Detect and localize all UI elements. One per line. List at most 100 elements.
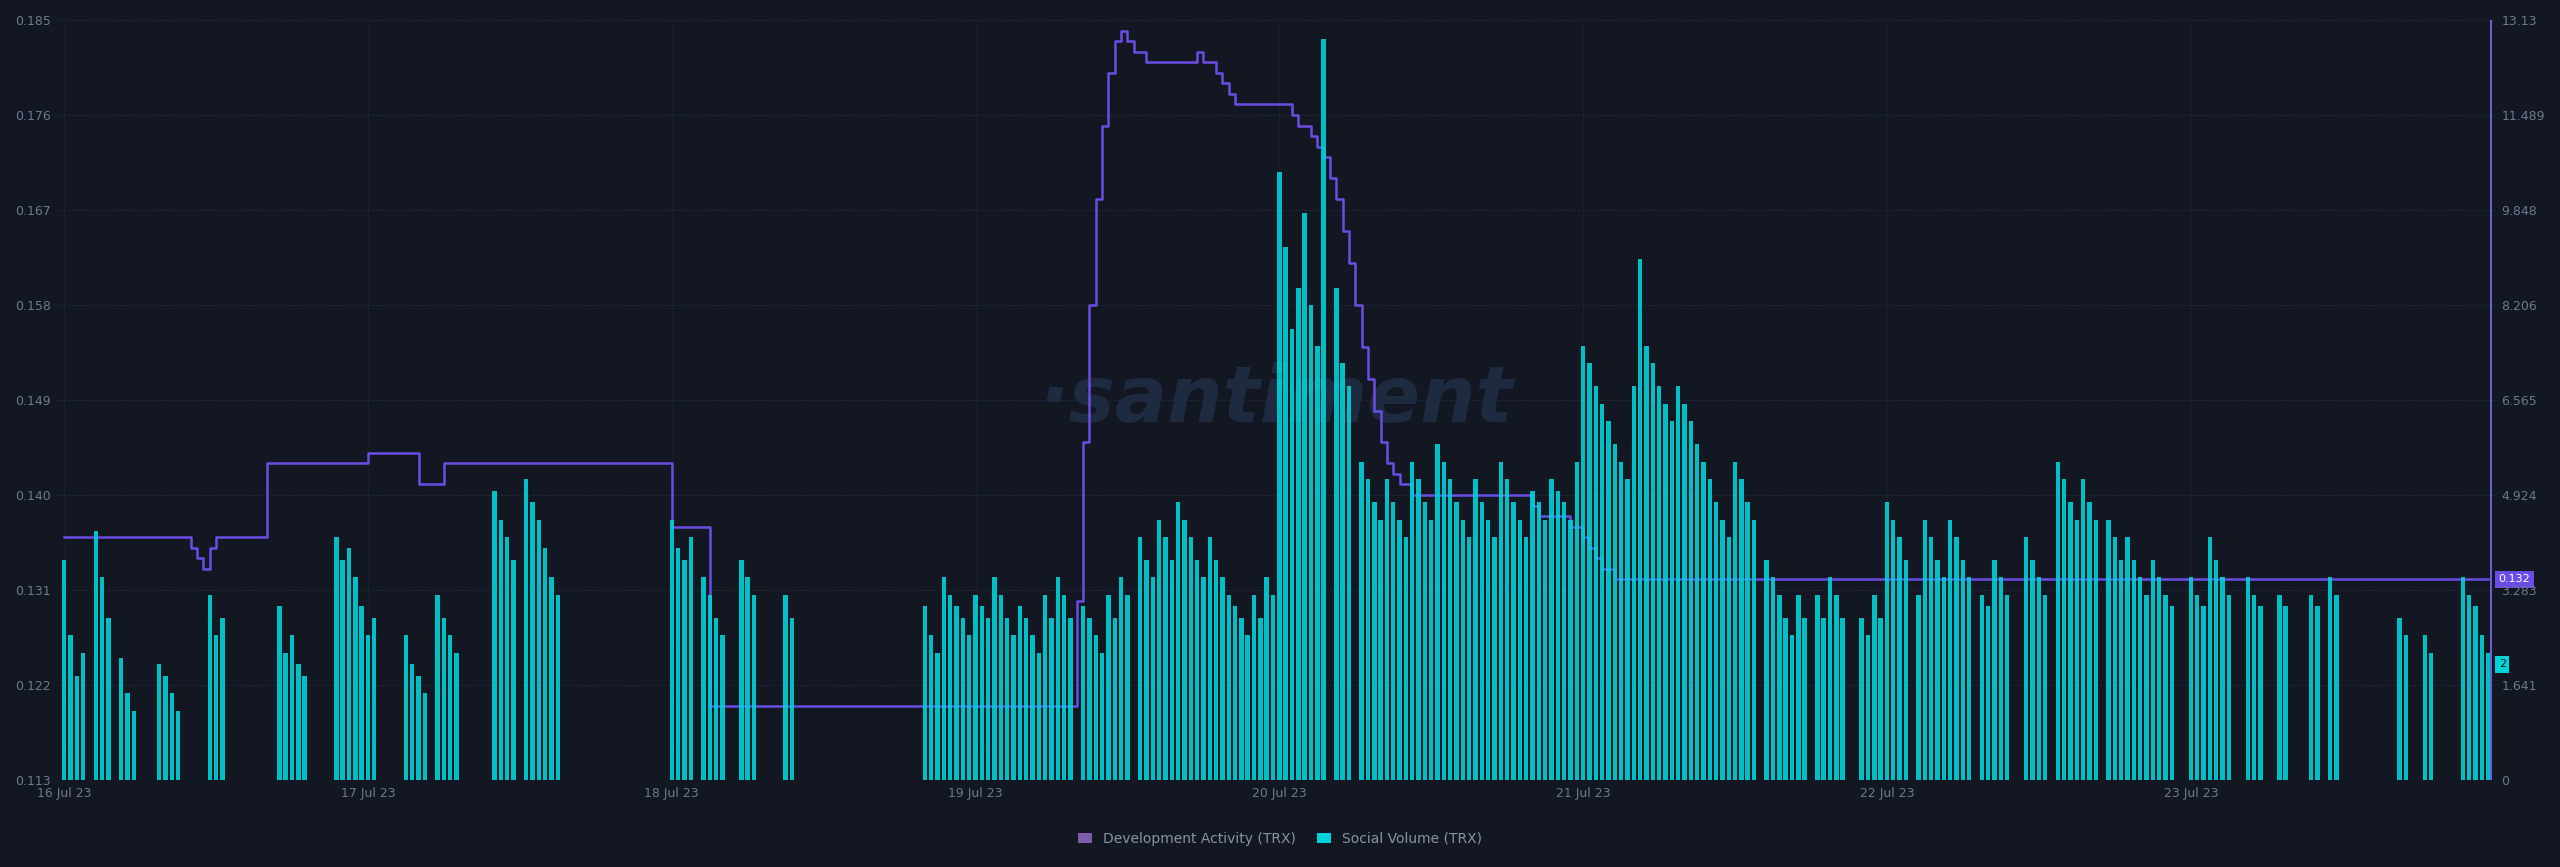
- Bar: [1859, 618, 1864, 780]
- Bar: [1797, 595, 1800, 780]
- Bar: [1247, 636, 1249, 780]
- Bar: [1605, 421, 1610, 780]
- Bar: [1390, 502, 1395, 780]
- Bar: [346, 549, 351, 780]
- Bar: [1062, 595, 1068, 780]
- Bar: [1738, 479, 1743, 780]
- Bar: [1398, 519, 1403, 780]
- Bar: [504, 537, 509, 780]
- Bar: [422, 694, 428, 780]
- Bar: [74, 676, 79, 780]
- Bar: [1416, 479, 1421, 780]
- Bar: [1866, 636, 1871, 780]
- Bar: [2258, 606, 2263, 780]
- Bar: [1948, 519, 1953, 780]
- Bar: [1050, 618, 1055, 780]
- Bar: [1485, 519, 1490, 780]
- Bar: [1784, 618, 1787, 780]
- Bar: [1510, 502, 1516, 780]
- Bar: [1677, 387, 1679, 780]
- Bar: [1042, 595, 1047, 780]
- Bar: [1188, 537, 1193, 780]
- Bar: [2038, 577, 2040, 780]
- Bar: [2081, 479, 2086, 780]
- Bar: [1935, 560, 1940, 780]
- Bar: [2245, 577, 2250, 780]
- Bar: [1449, 479, 1452, 780]
- Bar: [701, 577, 707, 780]
- Bar: [550, 577, 553, 780]
- Bar: [1114, 618, 1116, 780]
- Bar: [2220, 577, 2225, 780]
- Bar: [1101, 653, 1103, 780]
- Bar: [1308, 305, 1313, 780]
- Bar: [980, 606, 983, 780]
- Bar: [714, 618, 719, 780]
- Bar: [1713, 502, 1718, 780]
- Bar: [2189, 577, 2194, 780]
- Bar: [1892, 519, 1894, 780]
- Bar: [1364, 479, 1370, 780]
- Bar: [2207, 537, 2212, 780]
- Bar: [1841, 618, 1846, 780]
- Bar: [993, 577, 996, 780]
- Bar: [164, 676, 166, 780]
- Bar: [1789, 636, 1795, 780]
- Bar: [1106, 595, 1111, 780]
- Bar: [2202, 606, 2207, 780]
- Bar: [1119, 577, 1124, 780]
- Bar: [676, 549, 681, 780]
- Bar: [1403, 537, 1408, 780]
- Bar: [538, 519, 540, 780]
- Bar: [2194, 595, 2199, 780]
- Bar: [1930, 537, 1933, 780]
- Bar: [1462, 519, 1464, 780]
- Bar: [1544, 519, 1546, 780]
- Bar: [2120, 560, 2122, 780]
- Bar: [61, 560, 67, 780]
- Bar: [1828, 577, 1833, 780]
- Bar: [2404, 636, 2409, 780]
- Bar: [929, 636, 934, 780]
- Bar: [1316, 346, 1318, 780]
- Bar: [2061, 479, 2066, 780]
- Bar: [1592, 387, 1597, 780]
- Bar: [1656, 387, 1661, 780]
- Bar: [1992, 560, 1997, 780]
- Bar: [2460, 577, 2465, 780]
- Bar: [2327, 577, 2332, 780]
- Bar: [2025, 537, 2028, 780]
- Bar: [1702, 461, 1705, 780]
- Bar: [1208, 537, 1211, 780]
- Bar: [435, 595, 440, 780]
- Bar: [1536, 502, 1541, 780]
- Bar: [2163, 595, 2168, 780]
- Bar: [1436, 444, 1439, 780]
- Bar: [1321, 39, 1326, 780]
- Bar: [125, 694, 131, 780]
- Bar: [1252, 595, 1257, 780]
- Bar: [525, 479, 527, 780]
- Bar: [2278, 595, 2281, 780]
- Bar: [1270, 595, 1275, 780]
- Bar: [100, 577, 105, 780]
- Bar: [1480, 502, 1485, 780]
- Bar: [1587, 363, 1592, 780]
- Bar: [2422, 636, 2427, 780]
- Bar: [1265, 577, 1270, 780]
- Bar: [1011, 636, 1016, 780]
- Bar: [169, 694, 174, 780]
- Bar: [1582, 346, 1585, 780]
- Bar: [417, 676, 420, 780]
- Bar: [215, 636, 218, 780]
- Bar: [453, 653, 458, 780]
- Bar: [2145, 595, 2148, 780]
- Bar: [986, 618, 991, 780]
- Bar: [1467, 537, 1472, 780]
- Bar: [1277, 173, 1283, 780]
- Bar: [2086, 502, 2092, 780]
- Bar: [1871, 595, 1876, 780]
- Bar: [1475, 479, 1477, 780]
- Bar: [1987, 606, 1992, 780]
- Bar: [404, 636, 407, 780]
